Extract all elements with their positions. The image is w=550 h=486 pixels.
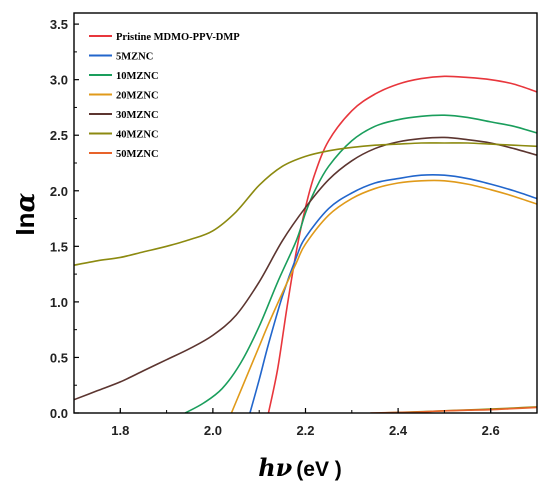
series-line-40mznc xyxy=(74,142,537,267)
series-line-50mznc xyxy=(370,406,537,413)
series-line-pristine-mdmo-ppv-dmp xyxy=(267,75,537,413)
y-tick-label: 2.5 xyxy=(50,128,68,143)
y-tick-label: 1.0 xyxy=(50,295,68,310)
y-axis-title-symbol: α xyxy=(11,192,41,212)
x-axis-title: hν (eV ) xyxy=(258,453,342,482)
legend-label: 30MZNC xyxy=(116,110,159,121)
series-line-10mznc xyxy=(184,114,537,413)
y-tick-label: 3.0 xyxy=(50,73,68,88)
y-axis-title-prefix: In xyxy=(10,212,40,235)
x-tick-label: 2.6 xyxy=(482,423,500,438)
x-tick-label: 1.8 xyxy=(111,423,129,438)
y-tick-label: 3.5 xyxy=(50,17,68,32)
series-line-5mznc xyxy=(249,174,537,413)
x-axis-title-unit: (eV ) xyxy=(296,458,342,481)
legend-label: 10MZNC xyxy=(116,71,159,82)
y-tick-label: 0.5 xyxy=(50,350,68,365)
y-tick-label: 0.0 xyxy=(50,406,68,421)
x-tick-label: 2.2 xyxy=(296,423,314,438)
y-tick-label: 2.0 xyxy=(50,184,68,199)
legend-label: 40MZNC xyxy=(116,130,159,141)
series-line-20mznc xyxy=(230,179,537,413)
y-axis-title: Inα xyxy=(10,192,41,235)
series-line-30mznc xyxy=(74,136,537,401)
legend-label: 50MZNC xyxy=(116,149,159,160)
x-tick-label: 2.0 xyxy=(204,423,222,438)
y-tick-label: 1.5 xyxy=(50,239,68,254)
legend-label: 20MZNC xyxy=(116,91,159,102)
x-axis-title-symbol: hν xyxy=(258,453,292,482)
plot-lines xyxy=(74,75,537,413)
legend-label: 5MZNC xyxy=(116,52,153,63)
axis-ticks: 1.8 2.0 2.2 2.4 2.6 0.0 0.5 1.0 1.5 2.0 2.5 3.0 3.5 xyxy=(50,17,538,438)
legend: Pristine MDMO-PPV-DMP 5MZNC 10MZNC 20MZNC 30… xyxy=(89,32,240,160)
legend-label: Pristine MDMO-PPV-DMP xyxy=(116,32,240,43)
x-tick-label: 2.4 xyxy=(389,423,408,438)
